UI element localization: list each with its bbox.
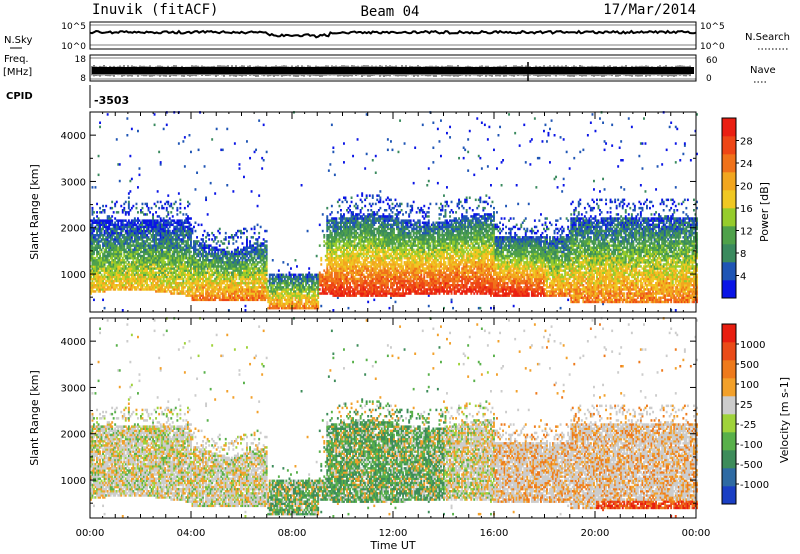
power-cell bbox=[122, 309, 124, 311]
power-cell bbox=[120, 205, 122, 207]
nave-tick-bottom: 0 bbox=[706, 74, 712, 84]
power-cell bbox=[139, 174, 141, 176]
power-cell bbox=[119, 180, 121, 182]
power-cell bbox=[160, 161, 162, 163]
nave-tick-top: 60 bbox=[706, 56, 718, 66]
power-cell bbox=[93, 299, 95, 301]
power-cell bbox=[166, 124, 168, 126]
power-cell bbox=[151, 207, 153, 209]
power-cell bbox=[128, 201, 130, 203]
freq-tick-top: 18 bbox=[75, 55, 87, 65]
power-cell bbox=[131, 178, 133, 180]
power-cell bbox=[117, 211, 119, 213]
power-cell bbox=[157, 190, 159, 192]
power-cell bbox=[158, 207, 160, 209]
power-cell bbox=[111, 219, 113, 221]
power-cell bbox=[155, 211, 157, 213]
power-cell bbox=[111, 201, 113, 203]
cpid-label: CPID bbox=[6, 91, 33, 102]
power-cell bbox=[137, 186, 139, 188]
nsky-tick-right-bottom: 10^0 bbox=[700, 42, 725, 52]
cpid-value: -3503 bbox=[94, 94, 129, 107]
power-cell bbox=[105, 205, 107, 207]
power-cell bbox=[126, 117, 128, 119]
power-cell bbox=[107, 113, 109, 115]
power-cell bbox=[149, 211, 151, 213]
power-cell bbox=[116, 201, 118, 203]
nsky-tick-right-top: 10^5 bbox=[700, 22, 725, 32]
date-title: 17/Mar/2014 bbox=[603, 2, 696, 18]
power-cell bbox=[99, 126, 101, 128]
power-cell bbox=[163, 207, 165, 209]
power-cell bbox=[158, 151, 160, 153]
power-heatmap-cells bbox=[90, 111, 698, 311]
nsky-label: N.Sky bbox=[4, 35, 32, 46]
power-cell bbox=[136, 207, 138, 209]
power-cell bbox=[152, 213, 154, 215]
nsky-tick-left-top: 10^5 bbox=[61, 22, 86, 32]
power-cell bbox=[137, 130, 139, 132]
power-cell bbox=[167, 194, 169, 196]
nsky-tick-left-bottom: 10^0 bbox=[61, 42, 86, 52]
beam-title: Beam 04 bbox=[360, 4, 419, 20]
power-cell bbox=[154, 113, 156, 115]
power-cell bbox=[154, 124, 156, 126]
power-cell bbox=[98, 174, 100, 176]
power-cell bbox=[160, 201, 162, 203]
power-cell bbox=[111, 215, 113, 217]
power-cell bbox=[102, 299, 104, 301]
freq-label: Freq. bbox=[4, 54, 29, 65]
power-cell bbox=[129, 190, 131, 192]
power-cell bbox=[146, 203, 148, 205]
freq-tick-bottom: 8 bbox=[80, 74, 86, 84]
power-cell bbox=[98, 155, 100, 157]
power-cell bbox=[95, 186, 97, 188]
power-cell bbox=[125, 201, 127, 203]
power-cell bbox=[155, 205, 157, 207]
nsky-trace bbox=[90, 31, 696, 37]
power-cell bbox=[167, 211, 169, 213]
freq-unit: [MHz] bbox=[3, 67, 32, 78]
power-cell bbox=[99, 122, 101, 124]
power-cell bbox=[92, 186, 94, 188]
radar-summary-plot: Inuvik (fitACF) Beam 04 17/Mar/2014 N.Sk… bbox=[0, 0, 800, 554]
power-cell bbox=[99, 244, 101, 246]
power-cell bbox=[104, 209, 106, 211]
power-cell bbox=[126, 134, 128, 136]
power-cell bbox=[146, 213, 148, 215]
power-cell bbox=[166, 207, 168, 209]
power-cell bbox=[142, 207, 144, 209]
power-cell bbox=[93, 211, 95, 213]
nsearch-label: N.Search bbox=[745, 32, 790, 43]
power-cell bbox=[113, 211, 115, 213]
power-cell bbox=[102, 205, 104, 207]
power-cell bbox=[116, 138, 118, 140]
power-cell bbox=[129, 155, 131, 157]
power-cell bbox=[99, 207, 101, 209]
power-cell bbox=[104, 307, 106, 309]
station-title: Inuvik (fitACF) bbox=[92, 2, 218, 18]
power-cell bbox=[111, 207, 113, 209]
power-cell bbox=[132, 205, 134, 207]
power-cell bbox=[167, 201, 169, 203]
power-cell bbox=[123, 207, 125, 209]
power-cell bbox=[142, 203, 144, 205]
power-cell bbox=[157, 201, 159, 203]
power-cell bbox=[96, 211, 98, 213]
power-cell bbox=[137, 211, 139, 213]
power-cell bbox=[96, 203, 98, 205]
power-cell bbox=[131, 128, 133, 130]
power-cell bbox=[128, 197, 130, 199]
power-cell bbox=[92, 207, 94, 209]
power-cell bbox=[136, 203, 138, 205]
power-cell bbox=[163, 128, 165, 130]
power-cell bbox=[148, 207, 150, 209]
power-cell bbox=[139, 167, 141, 169]
nave-label: Nave bbox=[750, 65, 776, 76]
power-cell bbox=[119, 163, 121, 165]
